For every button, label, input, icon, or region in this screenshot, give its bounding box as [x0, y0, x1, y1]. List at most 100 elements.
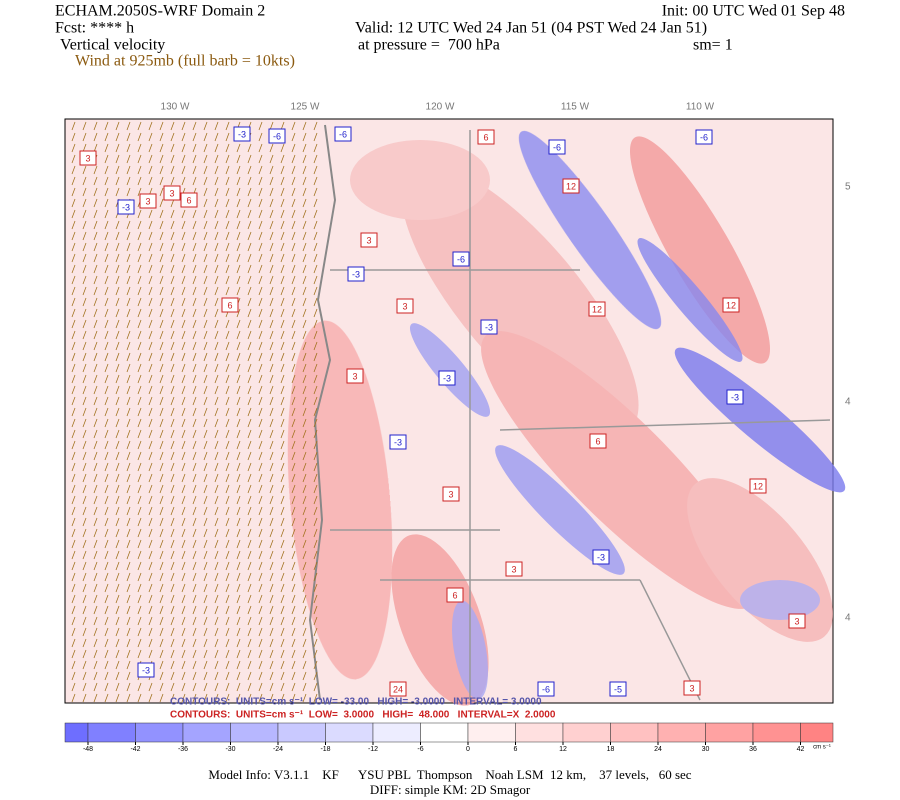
wind-barb	[104, 517, 109, 527]
wind-barb	[159, 506, 164, 516]
wind-barb	[159, 462, 164, 472]
wind-barb	[247, 264, 252, 274]
diff-info: DIFF: simple KM: 2D Smagor	[370, 782, 531, 797]
wind-barb	[126, 275, 131, 285]
colorbar-tick-label: -42	[130, 746, 140, 753]
wind-barb	[93, 539, 98, 549]
wind-barb	[192, 561, 197, 571]
wind-barb	[126, 352, 131, 362]
wind-barb	[93, 407, 98, 417]
wind-barb	[236, 418, 241, 428]
wind-barb	[170, 649, 175, 659]
wind-barb	[280, 286, 285, 296]
wind-barb	[291, 616, 296, 626]
wind-barb	[71, 275, 76, 285]
wind-barb	[170, 209, 175, 219]
wind-barb	[137, 132, 142, 142]
wind-barb	[291, 561, 296, 571]
wind-barb	[280, 198, 285, 208]
wind-barb	[82, 495, 87, 505]
wind-barb	[203, 429, 208, 439]
wind-barb	[137, 231, 142, 241]
wind-barb	[104, 627, 109, 637]
wind-barb	[93, 517, 98, 527]
wind-barb	[258, 209, 263, 219]
wind-barb	[126, 374, 131, 384]
wind-barb	[115, 407, 120, 417]
wind-barb	[115, 132, 120, 142]
wind-barb	[236, 462, 241, 472]
wind-barb	[258, 275, 263, 285]
wind-barb	[214, 330, 219, 340]
wind-desc: Wind at 925mb (full barb = 10kts)	[75, 53, 295, 70]
contour-label: 6	[186, 195, 191, 205]
wind-barb	[137, 484, 142, 494]
contour-label: 3	[352, 371, 357, 381]
wind-barb	[269, 187, 274, 197]
wind-barb	[258, 176, 263, 186]
contour-label-box	[548, 139, 566, 155]
wind-barb	[302, 330, 307, 340]
wind-barb	[214, 594, 219, 604]
wind-barb	[291, 330, 296, 340]
wind-barb	[71, 297, 76, 307]
wind-barb	[225, 550, 230, 560]
wind-barb	[126, 165, 131, 175]
wind-barb	[225, 132, 230, 142]
wind-barb	[236, 253, 241, 263]
wind-barb	[192, 462, 197, 472]
wind-barb	[313, 572, 318, 582]
wind-barb	[71, 473, 76, 483]
wind-barb	[258, 484, 263, 494]
wind-barb	[258, 407, 263, 417]
wind-barb	[236, 319, 241, 329]
wind-barb	[181, 649, 186, 659]
wind-barb	[269, 594, 274, 604]
wind-barb	[192, 649, 197, 659]
wind-barb	[93, 660, 98, 670]
wind-barb	[170, 231, 175, 241]
wind-barb	[225, 561, 230, 571]
wind-barb	[93, 495, 98, 505]
colorbar-cell	[610, 722, 659, 743]
wind-barb	[170, 143, 175, 153]
wind-barb	[203, 583, 208, 593]
wind-barb	[258, 231, 263, 241]
wind-barb	[170, 264, 175, 274]
map: 3 -3 -6 -6 6 3 -3 -6 3 6 -3 3 12 -6 3 6 -3 12 -3 3 -3 6 -3 3 24 -…	[64, 118, 846, 706]
wind-barb	[148, 396, 153, 406]
wind-barb	[236, 517, 241, 527]
colorbar-tick-label: 36	[749, 746, 757, 753]
wind-barb	[258, 594, 263, 604]
wind-barb	[269, 165, 274, 175]
wind-barb	[71, 561, 76, 571]
contour-label: -6	[553, 142, 561, 152]
wind-barb	[258, 396, 263, 406]
wind-barb	[214, 352, 219, 362]
wind-barb	[126, 286, 131, 296]
wind-barb	[192, 385, 197, 395]
wind-barb	[236, 396, 241, 406]
wind-barb	[214, 176, 219, 186]
wind-barb	[137, 319, 142, 329]
wind-barb	[137, 616, 142, 626]
wind-barb	[126, 649, 131, 659]
wind-barb	[258, 253, 263, 263]
wind-barb	[126, 594, 131, 604]
wind-barb	[170, 385, 175, 395]
wind-barb	[82, 550, 87, 560]
wind-barb	[115, 572, 120, 582]
wind-barb	[313, 638, 318, 648]
colorbar-cell	[87, 722, 136, 743]
wind-barb	[126, 638, 131, 648]
wind-barb	[291, 572, 296, 582]
wind-barb	[104, 649, 109, 659]
wind-barb	[258, 451, 263, 461]
wind-barb	[104, 363, 109, 373]
wind-barb	[159, 550, 164, 560]
wind-barb	[137, 528, 142, 538]
wind-barb	[192, 550, 197, 560]
wind-barb	[159, 198, 164, 208]
wind-barb	[82, 374, 87, 384]
wind-barb	[225, 495, 230, 505]
